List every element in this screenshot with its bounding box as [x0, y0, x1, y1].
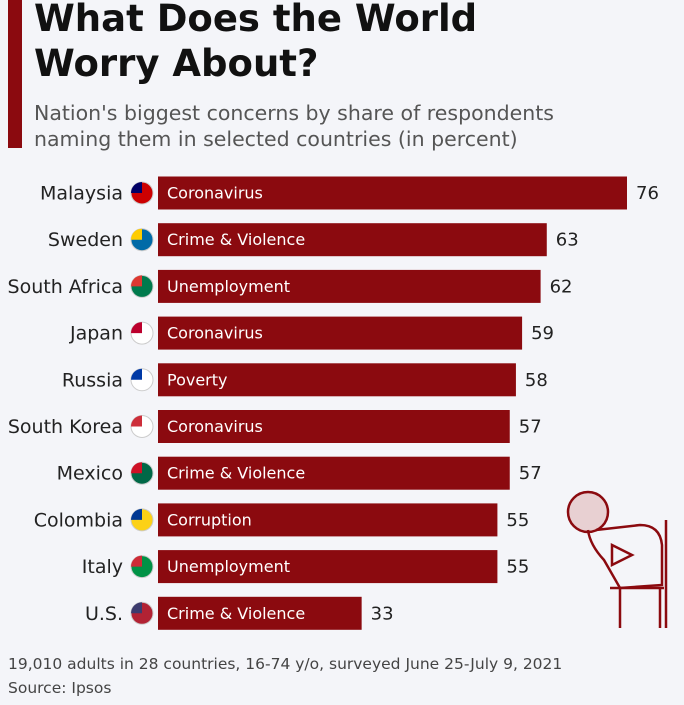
value-label: 59 [531, 323, 554, 344]
category-label: South Korea [8, 416, 123, 438]
bar [158, 456, 510, 490]
category-label: Italy [82, 556, 123, 578]
flag-detail [131, 462, 142, 474]
category-label: South Africa [8, 276, 123, 298]
flag [130, 228, 154, 252]
bar-label: Crime & Violence [167, 604, 305, 623]
flag-detail [131, 508, 142, 520]
flag [130, 461, 154, 485]
flag [130, 601, 154, 625]
bar [158, 550, 498, 584]
flag [130, 274, 154, 298]
flag [130, 321, 154, 345]
flag [130, 181, 154, 205]
flag [130, 415, 154, 438]
bar-label: Coronavirus [167, 417, 263, 436]
accent-bar [8, 0, 22, 148]
bar-label: Poverty [167, 370, 228, 389]
category-label: Sweden [48, 229, 123, 251]
bar-label: Crime & Violence [167, 230, 305, 249]
value-label: 55 [506, 557, 529, 578]
value-label: 57 [519, 417, 542, 438]
bar [158, 410, 510, 443]
bar-label: Coronavirus [167, 184, 263, 203]
value-label: 58 [525, 370, 548, 391]
bar [158, 269, 541, 303]
value-label: 33 [371, 603, 394, 624]
bar [158, 363, 516, 397]
bar [158, 316, 523, 350]
bar [158, 596, 362, 630]
flag-detail [131, 415, 142, 427]
footnote: 19,010 adults in 28 countries, 16-74 y/o… [8, 652, 562, 700]
category-label: Malaysia [40, 183, 123, 205]
flag-detail [131, 182, 142, 193]
value-label: 76 [636, 183, 659, 204]
flag-detail [131, 368, 142, 380]
bar-label: Coronavirus [167, 324, 263, 343]
source: Source: Ipsos [8, 679, 112, 697]
flag-detail [131, 228, 142, 240]
bar [158, 223, 547, 257]
bar-label: Unemployment [167, 277, 290, 296]
flag [130, 368, 154, 392]
value-label: 63 [556, 230, 579, 251]
note: 19,010 adults in 28 countries, 16-74 y/o… [8, 655, 563, 673]
value-label: 55 [506, 510, 529, 531]
flag-detail [131, 322, 142, 334]
flag-detail [131, 602, 142, 614]
category-label: Russia [62, 369, 123, 391]
bar [158, 503, 498, 537]
flag-detail [131, 555, 142, 567]
bar [158, 176, 627, 210]
value-label: 57 [519, 463, 542, 484]
chart-subtitle: Nation's biggest concerns by share of re… [34, 101, 554, 151]
bar-label: Corruption [167, 510, 252, 529]
chart-title: What Does the World Worry About? [34, 0, 478, 85]
bar-label: Crime & Violence [167, 464, 305, 483]
category-label: Japan [69, 323, 123, 345]
flag [130, 508, 154, 532]
category-label: U.S. [85, 603, 123, 625]
category-label: Mexico [57, 463, 123, 485]
value-label: 62 [550, 276, 573, 297]
flag-detail [131, 275, 142, 287]
person-icon [566, 490, 668, 628]
flag [130, 555, 154, 579]
category-label: Colombia [34, 509, 123, 531]
bar-label: Unemployment [167, 557, 290, 576]
